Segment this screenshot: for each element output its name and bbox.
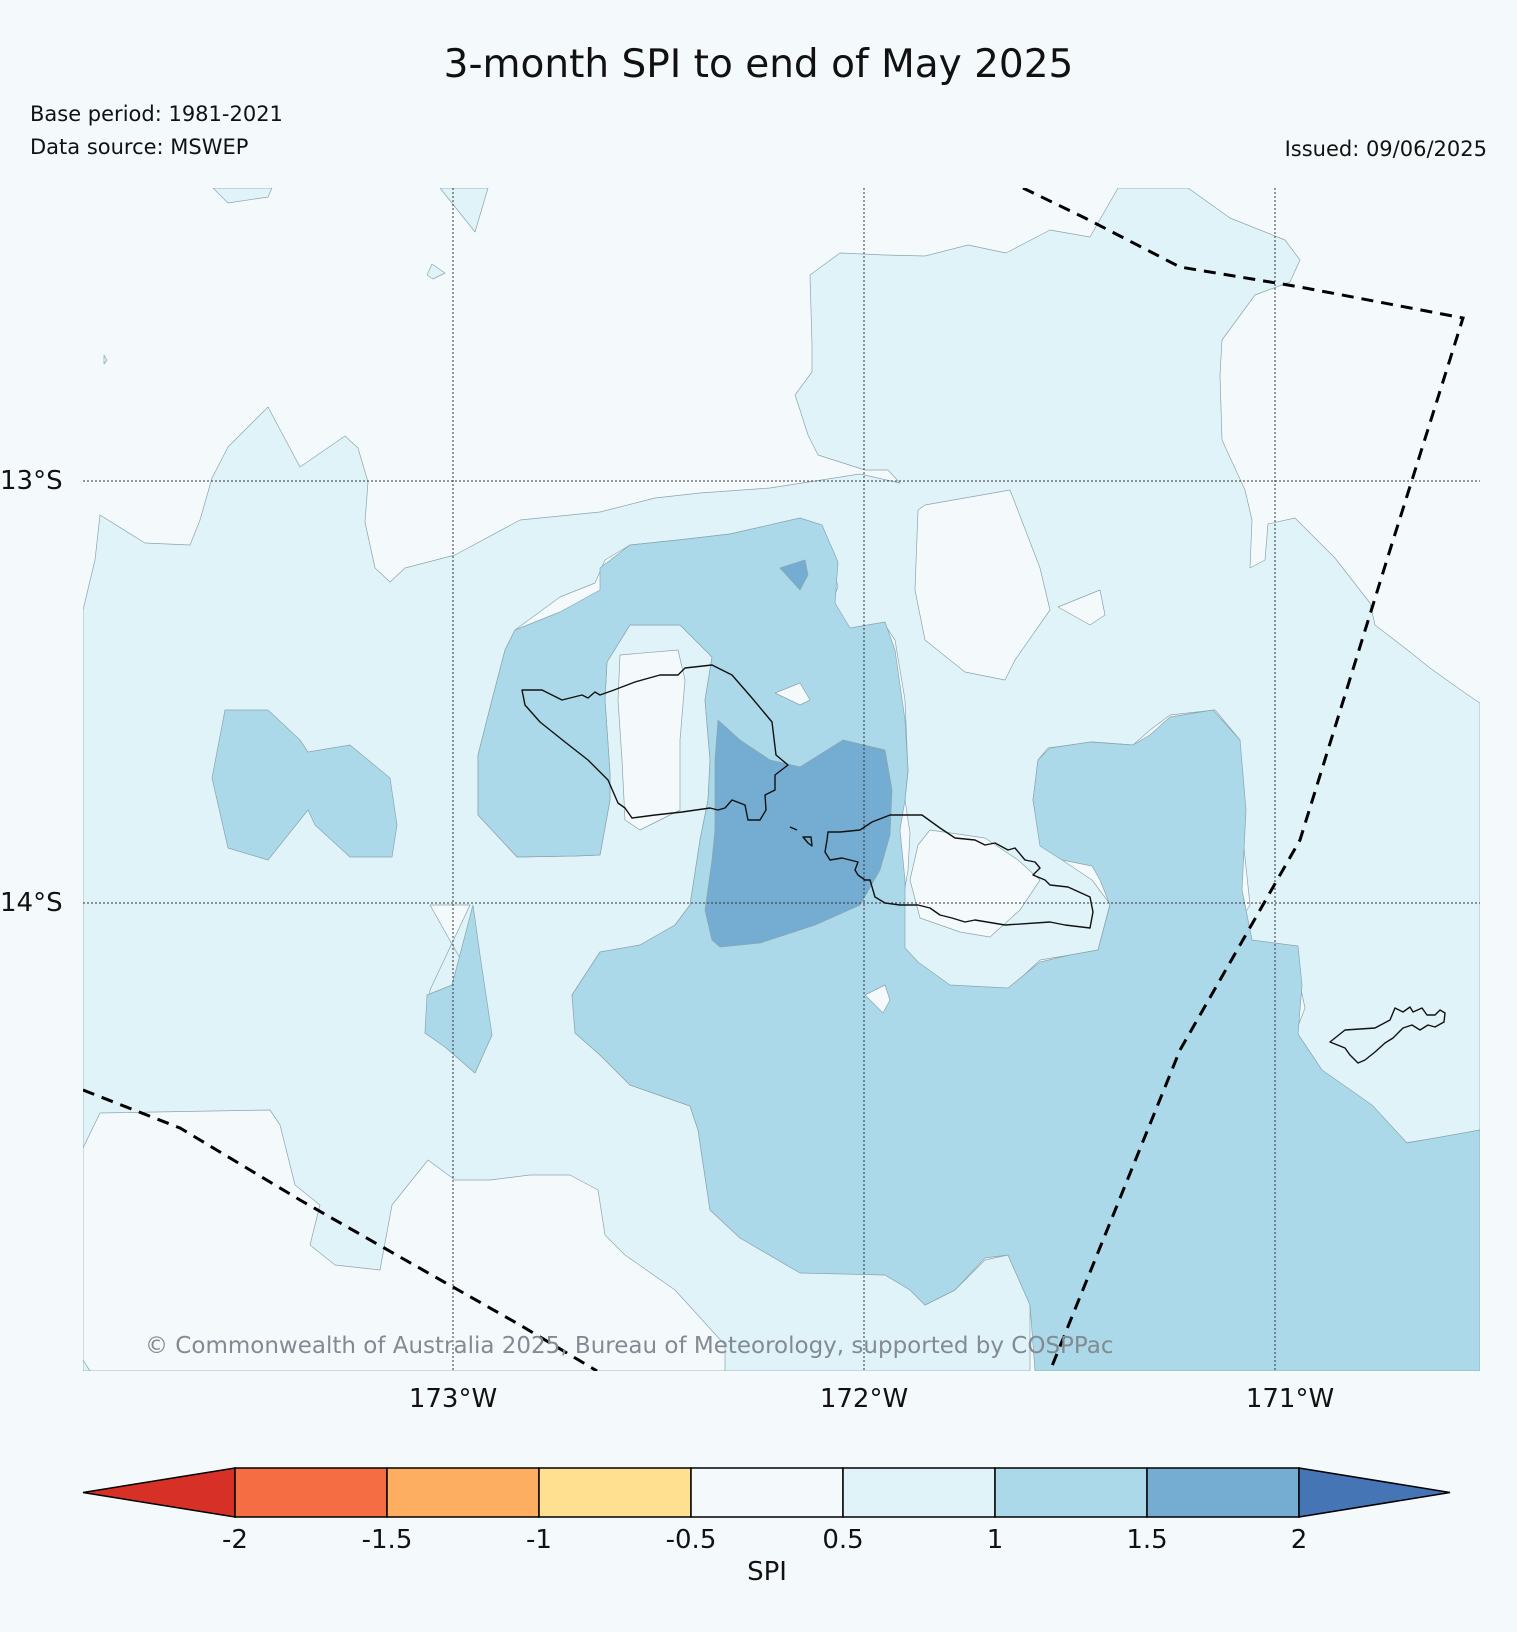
base-period: Base period: 1981-2021 [30,102,283,126]
map-title: 3-month SPI to end of May 2025 [443,42,1074,87]
spi-near-normal-small-1 [774,682,811,706]
lon-label-171w: 171°W [1246,1384,1334,1414]
spi-region-1-1-5-southwest-strip [424,904,493,1074]
data-source: Data source: MSWEP [30,135,249,159]
spi-patch-top-left-3 [426,263,446,280]
colorbar-ticks: -2 -1.5 -1 -0.5 0.5 1 1.5 2 [222,1525,1307,1555]
coastline-savaii [521,664,789,821]
coastlines [521,664,1446,1064]
colorbar-segment [538,1467,692,1518]
lat-label-14s: 14°S [0,888,63,918]
spi-near-normal-savaii [909,829,1041,938]
lon-label-172w: 172°W [820,1384,908,1414]
copyright-text: © Commonwealth of Australia 2025, Bureau… [145,1333,1114,1359]
spi-patch-top-left-4 [103,354,108,365]
spi-near-normal-upolu-west [617,649,686,831]
colorbar-extend-high [1298,1467,1451,1518]
lon-label-173w: 173°W [409,1384,497,1414]
colorbar-tick-label: 0.5 [822,1525,863,1555]
colorbar: -2 -1.5 -1 -0.5 0.5 1 1.5 2 SPI [82,1467,1451,1587]
colorbar-tick-label: -0.5 [666,1525,717,1555]
colorbar-segment [386,1467,540,1518]
coastline-upolu [824,814,1094,929]
lat-label-13s: 13°S [0,466,63,496]
colorbar-extend-low [82,1467,236,1518]
coastline-apolima [802,836,813,847]
spi-near-normal-south-west [83,1109,726,1371]
eez-boundary-north-east [1022,188,1465,1371]
spi-region-1-5-2-small [779,559,809,591]
colorbar-label: SPI [747,1557,787,1587]
coastline-tutuila [1329,1006,1446,1064]
spi-patch-top-left-1 [212,188,273,204]
spi-near-normal-small-2 [864,984,891,1014]
spi-region-1-1-5-west [211,709,398,861]
colorbar-tick-label: -1 [526,1525,552,1555]
spi-near-normal-east-north [914,489,1051,681]
colorbar-segment [842,1467,996,1518]
spi-region-1-5-2-core [704,719,893,948]
colorbar-segment [1146,1467,1300,1518]
colorbar-tick-label: -2 [222,1525,248,1555]
colorbar-segments [82,1467,1451,1518]
spi-near-normal-east-small [1057,589,1106,626]
colorbar-segment [690,1467,844,1518]
map-area: © Commonwealth of Australia 2025, Bureau… [83,188,1480,1371]
issued-date: Issued: 09/06/2025 [1284,137,1487,161]
spi-patch-top-left-2 [439,188,489,233]
colorbar-tick-label: 1 [987,1525,1004,1555]
colorbar-segment [994,1467,1148,1518]
colorbar-tick-label: 1.5 [1126,1525,1167,1555]
colorbar-tick-label: 2 [1291,1525,1308,1555]
colorbar-segment [234,1467,388,1518]
eez-boundary-south-west [83,1088,598,1371]
colorbar-tick-label: -1.5 [362,1525,413,1555]
coastline-manono [789,826,798,831]
graticule [83,188,1480,1371]
eez-boundaries [83,188,1465,1371]
